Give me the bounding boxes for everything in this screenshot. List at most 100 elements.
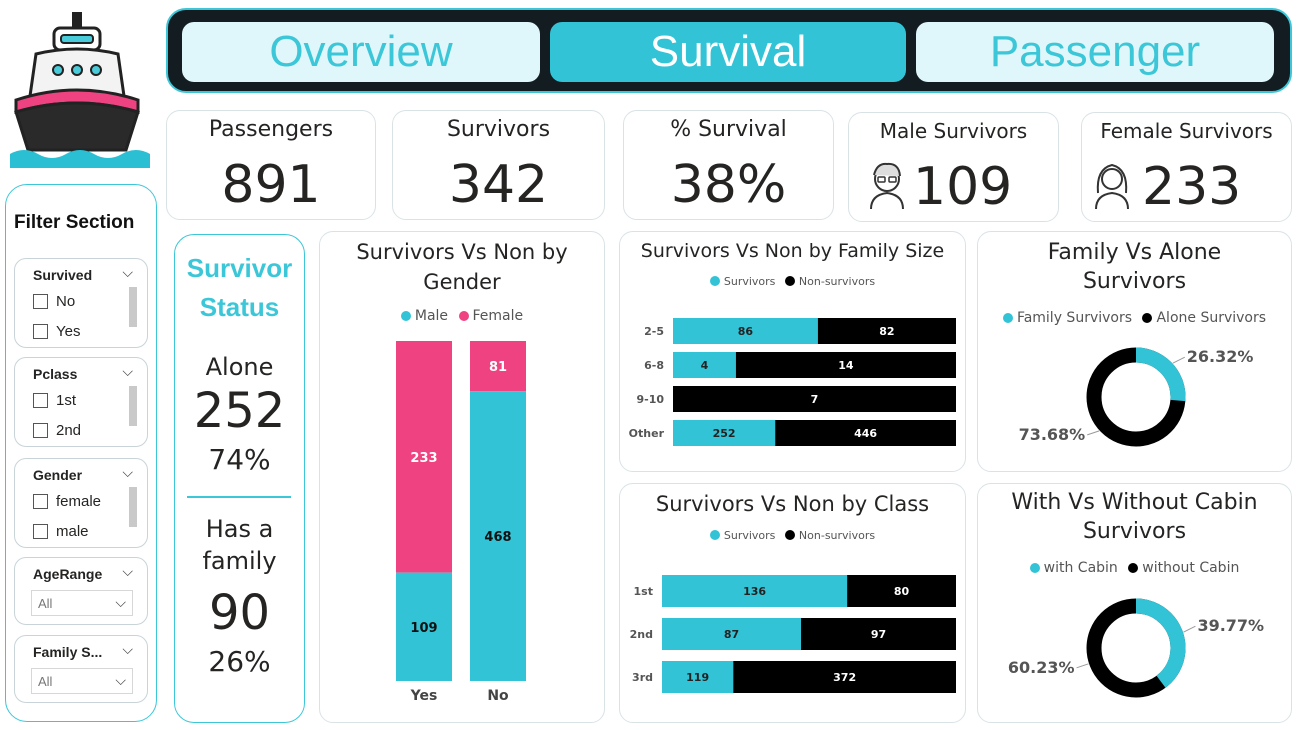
gender-slicer[interactable]: Gender ⌵ female male <box>14 458 148 548</box>
leader-line <box>1087 430 1100 436</box>
alone-value: 252 <box>193 383 286 439</box>
legend-dot <box>784 530 795 540</box>
data-label: 87 <box>724 628 739 641</box>
family-value: 90 <box>208 585 271 641</box>
legend-dot <box>400 311 411 321</box>
y-tick-label: 3rd <box>632 671 653 684</box>
kpi-survivors-card: Survivors 342 <box>392 110 605 220</box>
data-label: 252 <box>713 427 736 440</box>
chevron-down-icon[interactable]: ⌵ <box>122 465 133 481</box>
bar-survivors <box>662 575 848 607</box>
chevron-down-icon[interactable]: ⌵ <box>122 364 133 380</box>
bar-survivors <box>662 661 734 693</box>
family-size-bar-chart: 2-5 86 82 6-8 4 14 9-10 7 Other 252 446 <box>629 318 956 446</box>
family-size-chart-card: Survivors Vs Non by Family Size Survivor… <box>619 231 966 472</box>
scrollbar[interactable] <box>129 287 137 327</box>
pclass-option-1st[interactable]: 1st <box>33 392 76 409</box>
survived-option-no[interactable]: No <box>33 293 75 310</box>
data-label: 81 <box>489 360 507 375</box>
bar-survivors <box>673 318 818 344</box>
slice-label: 60.23% <box>1008 658 1075 677</box>
bar-non-survivors <box>847 575 956 607</box>
data-label: 97 <box>871 628 886 641</box>
cabin-donut-chart: 39.77% 60.23% <box>1008 598 1264 698</box>
leader-line <box>1076 663 1089 669</box>
checkbox[interactable] <box>33 393 48 408</box>
chart-legend: Male Female <box>320 308 604 324</box>
family-alone-donut-card: Family Vs Alone Survivors Family Survivo… <box>977 231 1292 472</box>
kpi-passengers-card: Passengers 891 <box>166 110 376 220</box>
tab-overview[interactable]: Overview <box>182 22 540 82</box>
filter-section-title: Filter Section <box>14 212 135 233</box>
data-label: 446 <box>854 427 877 440</box>
legend-dot <box>1128 563 1139 573</box>
gender-option-male[interactable]: male <box>33 523 89 540</box>
slicer-title: Gender <box>33 467 83 483</box>
page-navigation: Overview Survival Passenger <box>166 8 1292 93</box>
donut-slice-with-cabin <box>1086 598 1186 698</box>
x-tick-label: No <box>487 688 509 704</box>
scrollbar[interactable] <box>129 386 137 426</box>
family-percent: 26% <box>208 645 271 678</box>
legend-dot <box>709 276 720 286</box>
kpi-value: 233 <box>1142 157 1242 217</box>
scrollbar[interactable] <box>129 487 137 527</box>
chevron-down-icon[interactable]: ⌵ <box>122 642 133 658</box>
gender-option-female[interactable]: female <box>33 493 101 510</box>
y-tick-label: 6-8 <box>644 359 664 372</box>
kpi-label: Female Survivors <box>1100 119 1273 143</box>
family-label: family <box>202 547 277 575</box>
data-label: 233 <box>410 451 437 466</box>
chart-legend: Survivors Non-survivors <box>620 529 965 542</box>
female-avatar-icon <box>1088 159 1136 215</box>
checkbox[interactable] <box>33 524 48 539</box>
chevron-down-icon[interactable]: ⌵ <box>122 265 133 281</box>
legend-dot <box>709 530 720 540</box>
gender-chart-card: Survivors Vs Non by Gender Male Female 2… <box>319 231 605 723</box>
tab-survival[interactable]: Survival <box>550 22 906 82</box>
leader-line <box>1172 356 1186 364</box>
tab-passenger[interactable]: Passenger <box>916 22 1274 82</box>
survivor-status-title: Status <box>199 292 280 322</box>
chart-title: Survivors <box>1082 519 1187 544</box>
kpi-label: Passengers <box>208 117 334 142</box>
checkbox[interactable] <box>33 494 48 509</box>
legend-dot <box>1029 563 1040 573</box>
gender-stacked-bar-chart: 233 109 Yes 81 468 No <box>396 341 526 704</box>
donut-slice-family-survivors <box>1086 347 1186 447</box>
checkbox[interactable] <box>33 294 48 309</box>
kpi-label: Survivors <box>446 117 551 142</box>
legend-dot <box>1142 313 1153 323</box>
chevron-down-icon[interactable]: ⌵ <box>122 564 133 580</box>
agerange-dropdown[interactable]: All ⌵ <box>31 590 133 616</box>
bar-survivors <box>673 352 736 378</box>
family-alone-donut-chart: 26.32% 73.68% <box>1019 347 1253 447</box>
bar-non-survivors <box>673 386 956 412</box>
family-label: Has a <box>205 515 274 543</box>
slicer-title: AgeRange <box>33 566 103 582</box>
data-label: 82 <box>879 325 894 338</box>
survivor-status-card: Survivor Status Alone 252 74% Has a fami… <box>174 234 305 723</box>
data-label: 468 <box>484 530 511 545</box>
chart-title: With Vs Without Cabin <box>1011 490 1258 515</box>
chart-title: Survivors <box>1082 269 1187 294</box>
bar-female <box>396 341 452 573</box>
chart-title: Survivors Vs Non by Class <box>655 492 930 516</box>
pclass-slicer[interactable]: Pclass ⌵ 1st 2nd <box>14 357 148 447</box>
pclass-option-2nd[interactable]: 2nd <box>33 422 81 439</box>
data-label: 372 <box>833 671 856 684</box>
agerange-slicer[interactable]: AgeRange ⌵ All ⌵ <box>14 557 148 625</box>
family-size-dropdown[interactable]: All ⌵ <box>31 668 133 694</box>
alone-percent: 74% <box>208 443 271 476</box>
survived-option-yes[interactable]: Yes <box>33 323 80 340</box>
checkbox[interactable] <box>33 423 48 438</box>
kpi-value: 342 <box>448 155 549 215</box>
bar-non-survivors <box>775 420 956 446</box>
slicer-title: Family S... <box>33 644 103 660</box>
data-label: 80 <box>894 585 910 598</box>
checkbox[interactable] <box>33 324 48 339</box>
family-size-slicer[interactable]: Family S... ⌵ All ⌵ <box>14 635 148 703</box>
survived-slicer[interactable]: Survived ⌵ No Yes <box>14 258 148 348</box>
y-tick-label: 2nd <box>630 628 653 641</box>
data-label: 7 <box>811 393 819 406</box>
